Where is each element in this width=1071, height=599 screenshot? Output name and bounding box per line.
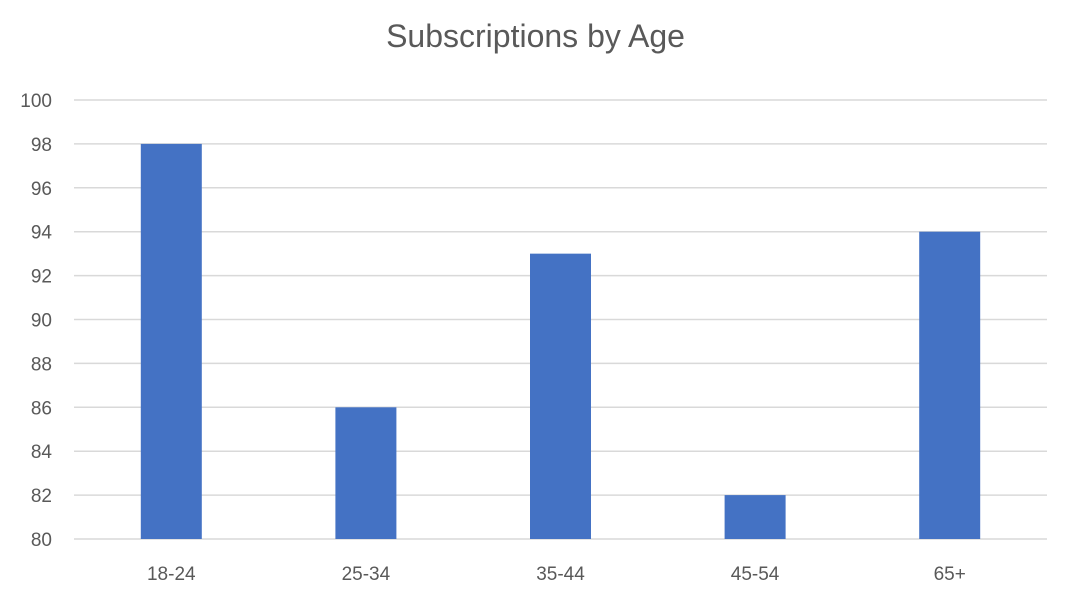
bar-45-54 <box>724 495 786 539</box>
y-tick-label: 84 <box>31 442 53 463</box>
y-tick-label: 98 <box>31 135 52 156</box>
bar-25-34 <box>335 407 397 539</box>
bar-series <box>140 143 981 539</box>
y-tick-label: 82 <box>31 486 52 507</box>
x-tick-label: 45-54 <box>731 564 780 585</box>
bar-35-44 <box>530 253 591 539</box>
y-tick-label: 96 <box>31 179 52 200</box>
y-tick-label: 86 <box>31 398 52 419</box>
chart-title: Subscriptions by Age <box>386 18 685 54</box>
y-tick-label: 94 <box>31 223 53 244</box>
x-tick-label: 65+ <box>934 564 966 585</box>
y-tick-label: 100 <box>20 91 52 112</box>
y-tick-label: 90 <box>31 311 52 332</box>
x-axis-ticks: 18-24 25-34 35-44 45-54 65+ <box>147 564 966 585</box>
x-tick-label: 18-24 <box>147 564 196 585</box>
x-tick-label: 25-34 <box>342 564 391 585</box>
y-axis-ticks: 80 82 84 86 88 90 92 94 96 98 100 <box>20 91 52 551</box>
y-tick-label: 80 <box>31 530 52 551</box>
x-tick-label: 35-44 <box>536 564 585 585</box>
y-tick-label: 92 <box>31 267 52 288</box>
y-tick-label: 88 <box>31 354 52 375</box>
bar-18-24 <box>140 143 202 539</box>
bar-65+ <box>919 231 981 539</box>
